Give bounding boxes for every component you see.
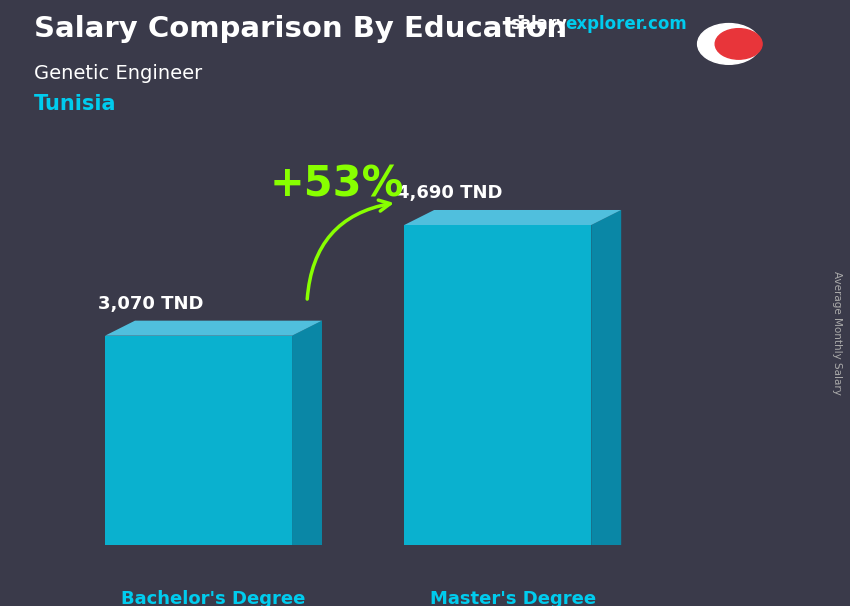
Polygon shape	[740, 39, 759, 50]
Text: +53%: +53%	[269, 164, 404, 205]
Text: explorer.com: explorer.com	[565, 15, 687, 33]
Text: Average Monthly Salary: Average Monthly Salary	[832, 271, 842, 395]
Polygon shape	[405, 210, 621, 225]
Polygon shape	[105, 321, 322, 336]
Polygon shape	[105, 336, 292, 545]
Circle shape	[715, 28, 762, 59]
Text: Master's Degree: Master's Degree	[429, 590, 596, 606]
Text: Genetic Engineer: Genetic Engineer	[34, 64, 202, 82]
Text: Salary Comparison By Education: Salary Comparison By Education	[34, 15, 567, 43]
Polygon shape	[592, 210, 621, 545]
Polygon shape	[292, 321, 322, 545]
Circle shape	[698, 24, 760, 64]
Text: salary: salary	[510, 15, 567, 33]
Polygon shape	[405, 225, 592, 545]
Text: Tunisia: Tunisia	[34, 94, 116, 114]
Text: 4,690 TND: 4,690 TND	[397, 184, 502, 202]
Text: 3,070 TND: 3,070 TND	[98, 295, 203, 313]
Text: Bachelor's Degree: Bachelor's Degree	[122, 590, 306, 606]
